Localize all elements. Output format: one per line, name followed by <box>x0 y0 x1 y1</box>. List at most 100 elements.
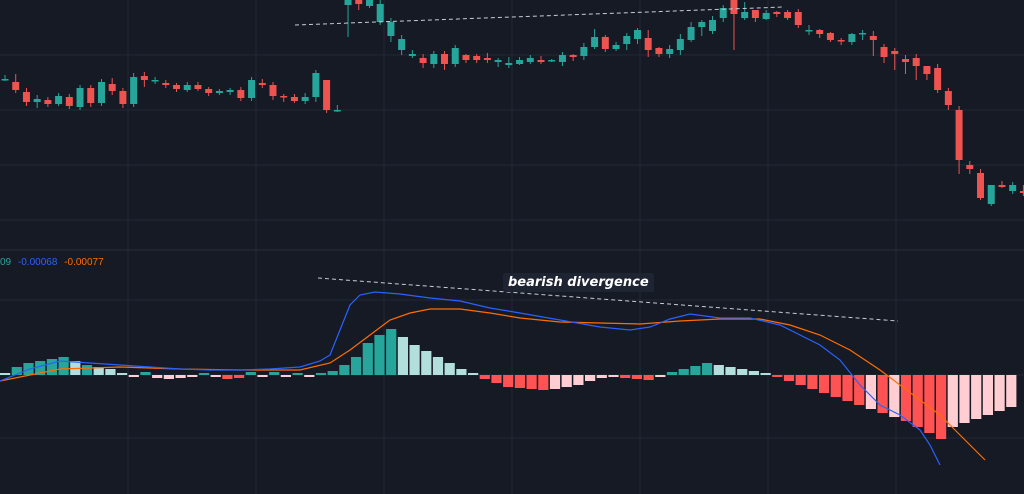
histogram-bar <box>561 375 572 387</box>
candle <box>601 35 609 52</box>
histogram-bar <box>549 375 561 389</box>
candle <box>666 45 674 58</box>
candle <box>194 82 202 91</box>
candle <box>44 97 52 107</box>
candle <box>826 32 834 42</box>
candle <box>140 72 148 87</box>
histogram-bar <box>889 375 900 417</box>
histogram-bar <box>819 375 830 393</box>
histogram-bar <box>386 329 397 375</box>
candle <box>698 20 706 36</box>
histogram-bar <box>643 375 654 380</box>
candle <box>612 42 620 51</box>
signal-line <box>0 308 986 461</box>
candle <box>65 94 73 109</box>
candle <box>280 94 288 102</box>
histogram-bar <box>900 375 912 421</box>
histogram-bar <box>93 367 104 375</box>
candle <box>623 33 631 50</box>
candle <box>901 55 909 74</box>
histogram-bar <box>772 375 783 377</box>
candle <box>226 88 234 95</box>
candle <box>505 57 513 68</box>
candle <box>237 87 245 101</box>
candle <box>119 88 127 108</box>
histogram-bar <box>655 375 666 377</box>
candle <box>205 87 213 96</box>
candle <box>344 0 352 37</box>
candle <box>719 5 727 22</box>
histogram-bar <box>187 375 198 377</box>
candle <box>76 85 84 110</box>
histogram-bar <box>128 375 139 377</box>
histogram-bar <box>222 375 233 379</box>
histogram-bar <box>0 373 11 375</box>
candle <box>580 43 588 60</box>
candle <box>108 78 116 95</box>
candle <box>794 9 802 28</box>
candle <box>215 89 223 95</box>
macd-legend: 09 -0.00068 -0.00077 <box>0 257 108 268</box>
candle <box>1 75 9 81</box>
histogram-bar <box>854 375 865 405</box>
histogram-bar <box>795 375 806 385</box>
candle <box>848 33 856 45</box>
histogram-bar <box>631 375 642 379</box>
candle <box>923 66 931 80</box>
candle <box>955 106 963 174</box>
histogram-bar <box>421 351 432 375</box>
candle <box>151 77 159 84</box>
histogram-bar <box>491 375 502 383</box>
candle <box>130 73 138 107</box>
histogram-bar <box>315 373 327 375</box>
histogram-bar <box>1006 375 1017 407</box>
histogram-bar <box>444 363 455 375</box>
macd-line <box>0 291 941 466</box>
histogram-bar <box>877 375 888 413</box>
histogram-bar <box>865 375 876 409</box>
histogram-bar <box>971 375 982 419</box>
histogram-bar <box>362 343 373 375</box>
histogram-bar <box>760 373 771 375</box>
candle <box>451 45 459 67</box>
candle <box>676 34 684 55</box>
candle <box>944 88 952 110</box>
candle <box>569 54 577 61</box>
histogram-bar <box>807 375 818 389</box>
candle <box>773 11 781 17</box>
candle <box>33 95 41 108</box>
candle <box>751 10 759 22</box>
candle <box>398 35 406 55</box>
histogram-bar <box>81 365 93 375</box>
histogram-bar <box>456 369 467 375</box>
histogram-bar <box>690 366 701 375</box>
legend-signal-value: -0.00077 <box>64 257 104 268</box>
candle <box>934 64 942 93</box>
histogram-bar <box>702 363 713 375</box>
candle <box>419 54 427 68</box>
candle <box>558 52 566 66</box>
histogram-bar <box>947 375 958 427</box>
histogram-bar <box>503 375 514 387</box>
candle <box>526 55 534 64</box>
legend-macd-value: -0.00068 <box>17 257 58 268</box>
candle <box>387 18 395 42</box>
candle <box>644 30 652 57</box>
candle <box>258 79 266 88</box>
candle <box>784 10 792 20</box>
candle <box>312 70 320 102</box>
histogram-bar <box>596 375 607 378</box>
histogram-bar <box>292 373 303 375</box>
candle <box>966 161 974 174</box>
bearish-divergence-label: bearish divergence <box>503 273 654 292</box>
histogram-bar <box>245 372 256 375</box>
histogram-bar <box>280 375 291 377</box>
histogram-bar <box>585 375 596 381</box>
histogram-bar <box>210 375 221 377</box>
histogram-bar <box>959 375 970 423</box>
candle <box>730 0 738 50</box>
histogram-bar <box>35 361 46 375</box>
candle <box>548 59 556 62</box>
